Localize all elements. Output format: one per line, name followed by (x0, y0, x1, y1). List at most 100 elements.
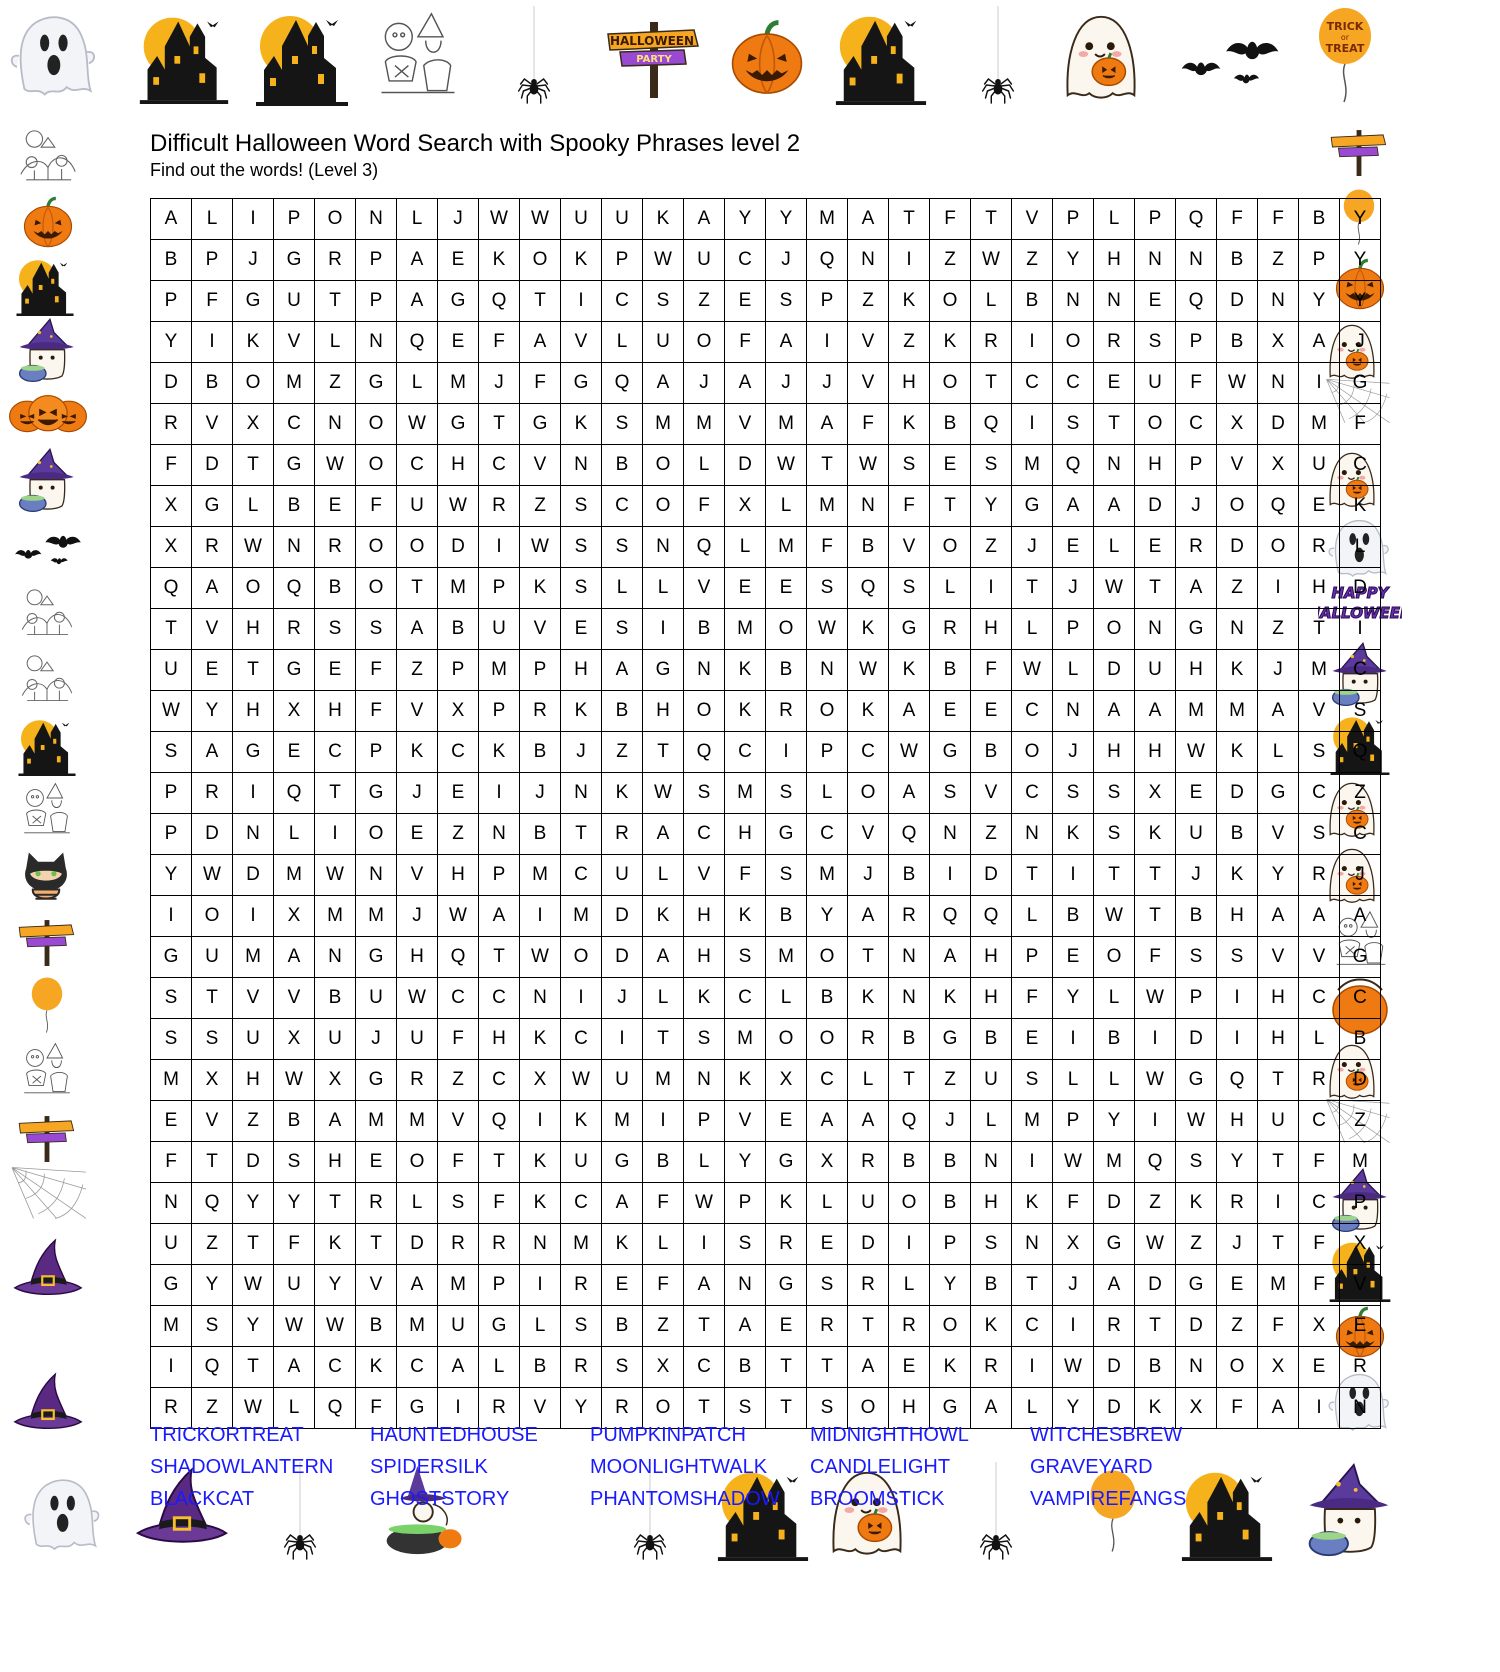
grid-cell[interactable]: R (888, 895, 930, 937)
grid-cell[interactable]: I (1257, 1182, 1299, 1224)
grid-cell[interactable]: M (150, 1059, 192, 1101)
grid-cell[interactable]: P (150, 280, 192, 322)
grid-cell[interactable]: W (642, 772, 684, 814)
grid-cell[interactable]: T (970, 362, 1012, 404)
grid-cell[interactable]: O (560, 936, 602, 978)
grid-cell[interactable]: K (601, 772, 643, 814)
grid-cell[interactable]: N (1052, 280, 1094, 322)
grid-cell[interactable]: H (232, 690, 274, 732)
grid-cell[interactable]: A (396, 239, 438, 281)
grid-cell[interactable]: J (1175, 854, 1217, 896)
grid-cell[interactable]: D (1257, 403, 1299, 445)
grid-cell[interactable]: N (232, 813, 274, 855)
grid-cell[interactable]: T (191, 977, 233, 1019)
grid-cell[interactable]: J (601, 977, 643, 1019)
grid-cell[interactable]: Q (929, 895, 971, 937)
grid-cell[interactable]: V (847, 321, 889, 363)
grid-cell[interactable]: T (888, 198, 930, 240)
grid-cell[interactable]: Q (1339, 731, 1381, 773)
grid-cell[interactable]: C (560, 1182, 602, 1224)
grid-cell[interactable]: C (560, 1018, 602, 1060)
grid-cell[interactable]: O (1257, 526, 1299, 568)
grid-cell[interactable]: Y (1339, 198, 1381, 240)
grid-cell[interactable]: H (314, 690, 356, 732)
grid-cell[interactable]: H (970, 608, 1012, 650)
grid-cell[interactable]: D (1216, 526, 1258, 568)
grid-cell[interactable]: A (519, 321, 561, 363)
grid-cell[interactable]: G (150, 936, 192, 978)
grid-cell[interactable]: Y (1052, 239, 1094, 281)
grid-cell[interactable]: B (191, 362, 233, 404)
grid-cell[interactable]: C (724, 731, 766, 773)
grid-cell[interactable]: Q (847, 567, 889, 609)
grid-cell[interactable]: D (724, 444, 766, 486)
grid-cell[interactable]: I (642, 608, 684, 650)
grid-cell[interactable]: P (355, 239, 397, 281)
grid-cell[interactable]: T (232, 1346, 274, 1388)
grid-cell[interactable]: Y (314, 1264, 356, 1306)
grid-cell[interactable]: V (1216, 444, 1258, 486)
grid-cell[interactable]: F (1011, 977, 1053, 1019)
grid-cell[interactable]: B (642, 1141, 684, 1183)
grid-cell[interactable]: Y (150, 854, 192, 896)
grid-cell[interactable]: H (314, 1141, 356, 1183)
grid-cell[interactable]: Z (396, 649, 438, 691)
grid-cell[interactable]: D (1339, 567, 1381, 609)
grid-cell[interactable]: S (929, 772, 971, 814)
grid-cell[interactable]: P (191, 239, 233, 281)
grid-cell[interactable]: G (888, 608, 930, 650)
grid-cell[interactable]: S (560, 567, 602, 609)
grid-cell[interactable]: N (888, 977, 930, 1019)
grid-cell[interactable]: C (478, 444, 520, 486)
grid-cell[interactable]: W (847, 649, 889, 691)
grid-cell[interactable]: I (1011, 403, 1053, 445)
grid-cell[interactable]: F (888, 485, 930, 527)
grid-cell[interactable]: Y (232, 1305, 274, 1347)
grid-cell[interactable]: Y (1298, 280, 1340, 322)
grid-cell[interactable]: L (1093, 977, 1135, 1019)
grid-cell[interactable]: B (847, 526, 889, 568)
grid-cell[interactable]: F (724, 854, 766, 896)
grid-cell[interactable]: C (1339, 977, 1381, 1019)
grid-cell[interactable]: W (314, 854, 356, 896)
grid-cell[interactable]: F (519, 362, 561, 404)
grid-cell[interactable]: S (150, 977, 192, 1019)
grid-cell[interactable]: B (519, 1346, 561, 1388)
grid-cell[interactable]: K (560, 1100, 602, 1142)
grid-cell[interactable]: J (1175, 485, 1217, 527)
grid-cell[interactable]: I (437, 1387, 479, 1429)
grid-cell[interactable]: N (642, 526, 684, 568)
grid-cell[interactable]: S (150, 731, 192, 773)
grid-cell[interactable]: O (683, 690, 725, 732)
grid-cell[interactable]: L (1093, 198, 1135, 240)
grid-cell[interactable]: T (1134, 1305, 1176, 1347)
grid-cell[interactable]: R (1298, 526, 1340, 568)
grid-cell[interactable]: O (1134, 403, 1176, 445)
grid-cell[interactable]: R (1093, 1305, 1135, 1347)
grid-cell[interactable]: N (355, 854, 397, 896)
grid-cell[interactable]: I (1216, 1018, 1258, 1060)
grid-cell[interactable]: B (929, 1141, 971, 1183)
grid-cell[interactable]: V (683, 854, 725, 896)
grid-cell[interactable]: F (355, 649, 397, 691)
grid-cell[interactable]: G (929, 1387, 971, 1429)
grid-cell[interactable]: K (560, 690, 602, 732)
grid-cell[interactable]: N (1257, 362, 1299, 404)
grid-cell[interactable]: S (355, 608, 397, 650)
grid-cell[interactable]: F (1339, 403, 1381, 445)
grid-cell[interactable]: H (232, 1059, 274, 1101)
grid-cell[interactable]: M (273, 854, 315, 896)
grid-cell[interactable]: X (191, 1059, 233, 1101)
grid-cell[interactable]: I (806, 321, 848, 363)
grid-cell[interactable]: Z (642, 1305, 684, 1347)
grid-cell[interactable]: J (478, 362, 520, 404)
grid-cell[interactable]: X (1339, 1223, 1381, 1265)
grid-cell[interactable]: K (929, 321, 971, 363)
grid-cell[interactable]: P (1052, 1100, 1094, 1142)
grid-cell[interactable]: G (232, 280, 274, 322)
grid-cell[interactable]: Y (1216, 1141, 1258, 1183)
grid-cell[interactable]: S (1134, 321, 1176, 363)
grid-cell[interactable]: K (560, 403, 602, 445)
grid-cell[interactable]: U (847, 1182, 889, 1224)
grid-cell[interactable]: M (642, 1059, 684, 1101)
